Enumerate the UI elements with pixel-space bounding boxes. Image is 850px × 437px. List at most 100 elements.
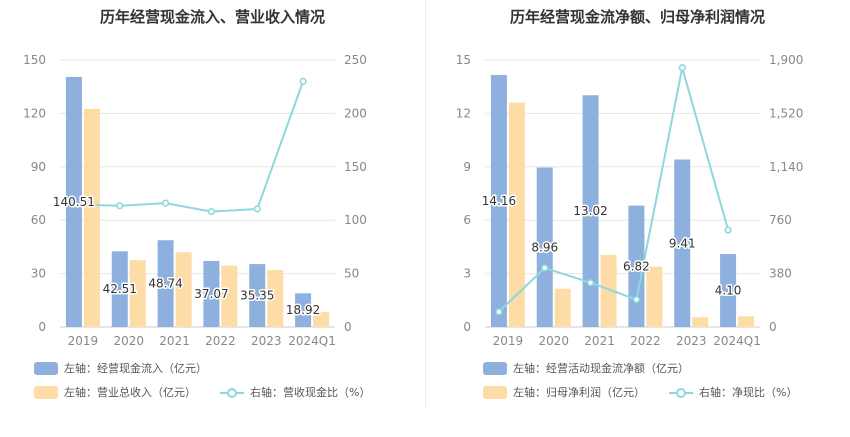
line-point xyxy=(724,226,732,234)
line-point xyxy=(161,199,170,207)
bar-series-2 xyxy=(646,266,663,327)
y-left-tick-label: 6 xyxy=(463,213,471,227)
line-point xyxy=(495,308,503,316)
bar-series-2 xyxy=(554,288,571,327)
bar-series-2 xyxy=(129,260,146,327)
data-label: 18.92 xyxy=(286,303,320,317)
chart-svg-right: 0 3 6 9 12 15 0 380 760 1,140 1,520 1,900 2019 2020 20… xyxy=(456,53,804,348)
data-label-halo: 4.10 xyxy=(715,284,742,298)
y-left-tick-label: 120 xyxy=(23,106,46,120)
legend-label: 右轴：营收现金比（%） xyxy=(250,386,371,399)
y-right-tick-label: 760 xyxy=(769,213,792,227)
x-tick-label: 2022 xyxy=(205,334,236,348)
data-label: 6.82 xyxy=(623,259,650,273)
bar-series-1 xyxy=(111,251,128,327)
legend-item-cash-inflow[interactable]: 左轴：经营现金流入（亿元） xyxy=(34,360,207,376)
bar-series-1 xyxy=(490,74,507,328)
y-right-tick-label: 100 xyxy=(344,213,367,227)
x-tick-label: 2020 xyxy=(113,334,144,348)
line-point xyxy=(70,200,78,209)
bar-series-1 xyxy=(720,254,737,327)
x-tick-label: 2023 xyxy=(676,334,707,348)
data-label-halo: 140.51 xyxy=(53,195,95,209)
x-tick-label: 2024Q1 xyxy=(288,334,336,348)
bar-series-2 xyxy=(313,311,330,327)
data-label: 35.35 xyxy=(240,289,274,303)
y-left-tick-label: 12 xyxy=(456,106,471,120)
bar-series-2 xyxy=(175,252,192,327)
data-label: 48.74 xyxy=(148,277,182,291)
data-label: 9.41 xyxy=(669,236,696,250)
y-left-tick-label: 150 xyxy=(23,53,46,67)
data-label: 140.51 xyxy=(53,195,95,209)
bar-series-2 xyxy=(267,270,284,327)
line-point xyxy=(299,77,307,85)
y-right-tick-label: 200 xyxy=(344,106,367,120)
data-label: 8.96 xyxy=(531,240,558,254)
bar-series-1 xyxy=(249,264,266,327)
bar-series-1 xyxy=(157,240,174,327)
legend-label: 左轴：经营活动现金流净额（亿元） xyxy=(513,362,689,375)
x-tick-label: 2022 xyxy=(630,334,661,348)
legend-item-net-cash-ratio[interactable]: 右轴：净现比（%） xyxy=(669,384,797,400)
legend-item-cash-ratio[interactable]: 右轴：营收现金比（%） xyxy=(220,384,370,400)
bar-series-2 xyxy=(221,265,238,327)
x-tick-label: 2023 xyxy=(251,334,282,348)
bar-series-1 xyxy=(203,261,220,327)
data-label-halo: 37.07 xyxy=(194,287,228,301)
y-right-tick-label: 0 xyxy=(769,320,777,334)
panel-divider xyxy=(425,0,426,410)
x-tick-label: 2019 xyxy=(68,334,99,348)
data-label-halo: 42.51 xyxy=(103,282,137,296)
y-right-tick-label: 1,900 xyxy=(769,53,803,67)
line-point xyxy=(632,295,641,304)
line-series xyxy=(73,81,305,213)
y-left-tick-label: 90 xyxy=(31,160,46,174)
data-label-halo: 8.96 xyxy=(531,240,558,254)
chart-panel-left: 历年经营现金流入、营业收入情况 0 30 60 90 120 150 0 50 100 150 20… xyxy=(23,8,370,400)
x-tick-label: 2021 xyxy=(584,334,615,348)
y-left-tick-label: 30 xyxy=(31,267,46,281)
bar-series-2 xyxy=(83,108,100,327)
y-left-tick-label: 0 xyxy=(463,320,471,334)
line-point xyxy=(253,205,261,213)
bar-series-1 xyxy=(628,205,645,327)
bar-series-2 xyxy=(738,316,755,327)
legend-item-net-profit[interactable]: 左轴：归母净利润（亿元） xyxy=(483,384,645,400)
data-label-halo: 18.92 xyxy=(286,303,320,317)
legend-swatch-blue xyxy=(34,361,58,375)
y-right-tick-label: 150 xyxy=(344,160,367,174)
bar-series-1 xyxy=(674,159,691,327)
bar-series-2 xyxy=(508,102,525,327)
bar-series-2 xyxy=(692,317,709,327)
x-tick-label: 2020 xyxy=(538,334,569,348)
x-tick-label: 2019 xyxy=(493,334,524,348)
y-left-tick-label: 60 xyxy=(31,213,46,227)
chart-svg-left: 0 30 60 90 120 150 0 50 100 150 200 250 2019 2020 2021… xyxy=(23,53,367,348)
data-label-halo: 13.02 xyxy=(573,204,607,218)
chart-panel-right: 历年经营现金流净额、归母净利润情况 0 3 6 9 12 15 0 380 760 1,140 1,… xyxy=(425,0,850,437)
y-left-tick-label: 9 xyxy=(463,160,471,174)
data-label: 13.02 xyxy=(573,204,607,218)
y-left-tick-label: 15 xyxy=(456,53,471,67)
y-right-tick-label: 250 xyxy=(344,53,367,67)
legend-line-marker xyxy=(220,386,244,399)
y-left-tick-label: 0 xyxy=(38,320,46,334)
y-right-tick-label: 1,140 xyxy=(769,160,803,174)
data-label-halo: 48.74 xyxy=(148,277,182,291)
bar-series-1 xyxy=(582,95,599,327)
legend-swatch-orange xyxy=(34,385,58,399)
legend-item-revenue[interactable]: 左轴：营业总收入（亿元） xyxy=(34,384,196,400)
data-label-halo: 6.82 xyxy=(623,259,650,273)
legend-line-marker xyxy=(669,386,693,399)
bar-series-1 xyxy=(295,293,312,327)
chart-title-right: 历年经营现金流净额、归母净利润情况 xyxy=(509,8,765,26)
legend-swatch-orange xyxy=(483,385,507,399)
legend-label: 右轴：净现比（%） xyxy=(699,386,798,399)
data-label: 14.16 xyxy=(482,194,516,208)
line-series xyxy=(498,67,730,313)
legend-label: 左轴：经营现金流入（亿元） xyxy=(64,362,207,375)
data-label: 42.51 xyxy=(103,282,137,296)
bar-series-2 xyxy=(600,254,617,327)
legend-item-net-cash-flow[interactable]: 左轴：经营活动现金流净额（亿元） xyxy=(483,360,689,376)
